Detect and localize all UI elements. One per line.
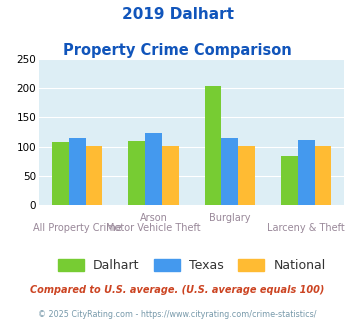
Text: Property Crime Comparison: Property Crime Comparison [63, 43, 292, 58]
Text: Larceny & Theft: Larceny & Theft [267, 223, 345, 233]
Bar [162, 146, 179, 205]
Bar [205, 85, 222, 205]
Bar [281, 156, 298, 205]
Bar [52, 143, 69, 205]
Text: © 2025 CityRating.com - https://www.cityrating.com/crime-statistics/: © 2025 CityRating.com - https://www.city… [38, 310, 317, 318]
Text: 2019 Dalhart: 2019 Dalhart [121, 7, 234, 21]
Legend: Dalhart, Texas, National: Dalhart, Texas, National [53, 254, 331, 277]
Text: Motor Vehicle Theft: Motor Vehicle Theft [106, 223, 201, 233]
Bar [298, 140, 315, 205]
Bar [315, 146, 331, 205]
Bar [145, 133, 162, 205]
Bar [129, 141, 145, 205]
Bar [86, 146, 102, 205]
Bar [238, 146, 255, 205]
Text: Compared to U.S. average. (U.S. average equals 100): Compared to U.S. average. (U.S. average … [30, 285, 325, 295]
Text: Burglary: Burglary [209, 213, 251, 223]
Text: All Property Crime: All Property Crime [33, 223, 121, 233]
Text: Arson: Arson [140, 213, 168, 223]
Bar [222, 138, 238, 205]
Bar [69, 138, 86, 205]
